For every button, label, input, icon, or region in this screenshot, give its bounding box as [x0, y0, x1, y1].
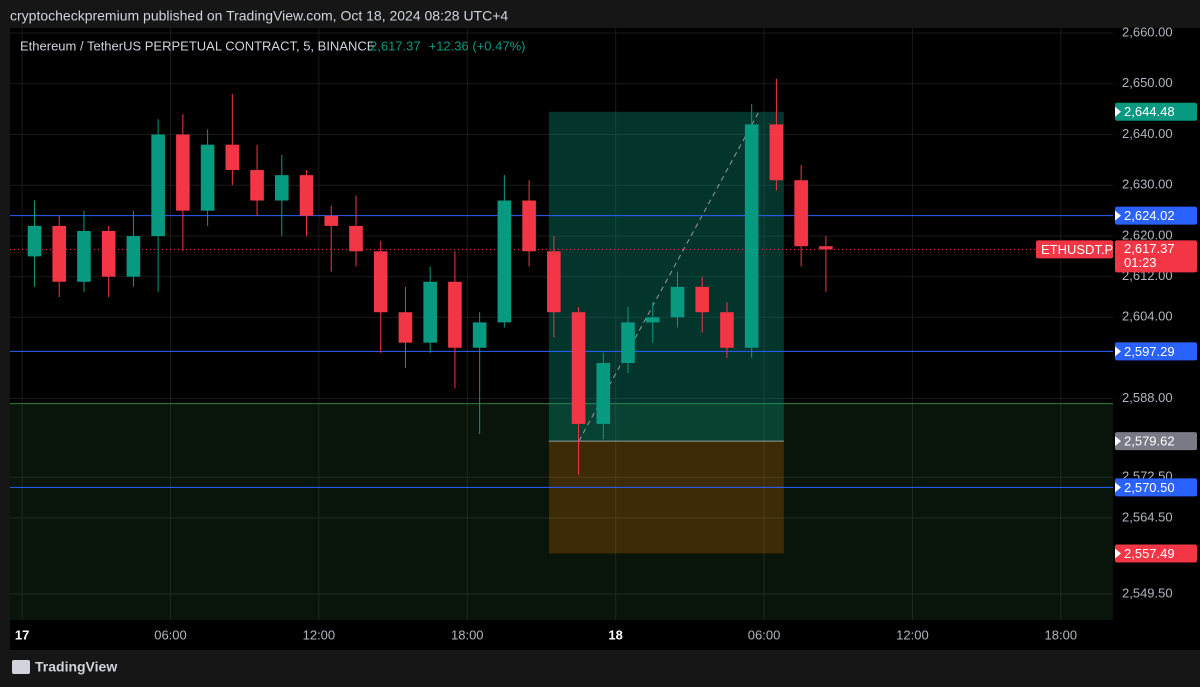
badge-arrow: [1115, 436, 1121, 447]
candle-body: [571, 312, 586, 424]
candle-body: [200, 144, 215, 211]
candle-body: [373, 251, 388, 313]
y-tick-label: 2,564.50: [1122, 509, 1173, 524]
candle-body: [52, 225, 67, 282]
price-badge: [1115, 478, 1197, 497]
candle-body: [794, 180, 808, 247]
symbol: Ethereum / TetherUS PERPETUAL CONTRACT, …: [20, 38, 376, 53]
y-tick-label: 2,549.50: [1122, 585, 1173, 600]
header: cryptocheckpremium published on TradingV…: [10, 8, 508, 24]
candle-body: [695, 286, 710, 313]
badge-arrow: [1115, 548, 1121, 559]
x-tick-label: 12:00: [896, 627, 929, 642]
badge-arrow: [1115, 482, 1121, 493]
footer: TradingView: [35, 659, 117, 675]
candle-body: [522, 200, 536, 252]
change: +12.36 (+0.47%): [429, 38, 526, 53]
candle-body: [744, 124, 759, 348]
x-tick-label: 18: [608, 627, 622, 642]
profit-area: [548, 111, 784, 442]
candle-body: [27, 225, 42, 257]
y-tick-label: 2,604.00: [1122, 309, 1173, 324]
candle-body: [225, 144, 240, 171]
price-badge: [1115, 102, 1197, 121]
candle-body: [398, 312, 413, 343]
candle-body: [299, 175, 314, 216]
last-price-label: 2,617.37: [1124, 241, 1175, 256]
candle-body: [324, 215, 339, 226]
candle-body: [769, 124, 784, 181]
candle-body: [250, 170, 264, 201]
y-tick-label: 2,588.00: [1122, 390, 1173, 405]
y-tick-label: 2,630.00: [1122, 177, 1173, 192]
y-tick-label: 2,640.00: [1122, 126, 1173, 141]
price-badge: [1115, 206, 1197, 225]
y-tick-label: 2,650.00: [1122, 75, 1173, 90]
badge-arrow: [1115, 346, 1121, 357]
ticker-label: ETHUSDT.P: [1041, 242, 1113, 257]
price-badge-label: 2,597.29: [1124, 344, 1175, 359]
candle-body: [349, 225, 363, 252]
price-badge: [1115, 432, 1197, 451]
loss-area: [548, 441, 784, 554]
x-tick-label: 06:00: [154, 627, 187, 642]
candle-body: [151, 134, 165, 237]
candle-body: [176, 134, 190, 211]
candle-body: [472, 322, 487, 348]
logo: [12, 660, 30, 674]
x-tick-label: 06:00: [748, 627, 781, 642]
candle-body: [547, 251, 561, 313]
candle-body: [819, 246, 833, 250]
candle-body: [126, 236, 141, 277]
candle-body: [720, 312, 734, 348]
zone: [10, 403, 1113, 620]
candle-body: [101, 230, 116, 277]
countdown: 01:23: [1124, 255, 1157, 270]
price-badge: [1115, 342, 1197, 361]
price-badge-label: 2,624.02: [1124, 208, 1175, 223]
price-badge: [1115, 544, 1197, 563]
candle-body: [423, 281, 437, 343]
y-tick-label: 2,660.00: [1122, 24, 1173, 39]
plot: [10, 28, 1113, 620]
ticker-badge: [1036, 240, 1113, 259]
candle-body: [621, 322, 635, 363]
badge-arrow: [1115, 106, 1121, 117]
last-price-title: 2,617.37: [370, 38, 421, 53]
chart-area: [10, 28, 1200, 650]
x-tick-label: 18:00: [1045, 627, 1078, 642]
x-tick-label: 18:00: [451, 627, 484, 642]
price-badge-label: 2,579.62: [1124, 434, 1175, 449]
y-tick-label: 2,620.00: [1122, 228, 1173, 243]
price-badge-label: 2,570.50: [1124, 480, 1175, 495]
price-badge-label: 2,644.48: [1124, 104, 1175, 119]
candle-body: [645, 317, 660, 323]
candle-body: [448, 281, 462, 348]
candle-body: [497, 200, 512, 323]
last-price-badge: [1115, 240, 1197, 273]
x-tick-label: 17: [15, 627, 29, 642]
candle-body: [596, 362, 611, 424]
candle-body: [77, 230, 91, 282]
badge-arrow: [1115, 210, 1121, 221]
x-tick-label: 12:00: [303, 627, 336, 642]
candle-body: [274, 175, 289, 201]
candle-body: [670, 286, 685, 318]
price-badge-label: 2,557.49: [1124, 546, 1175, 561]
